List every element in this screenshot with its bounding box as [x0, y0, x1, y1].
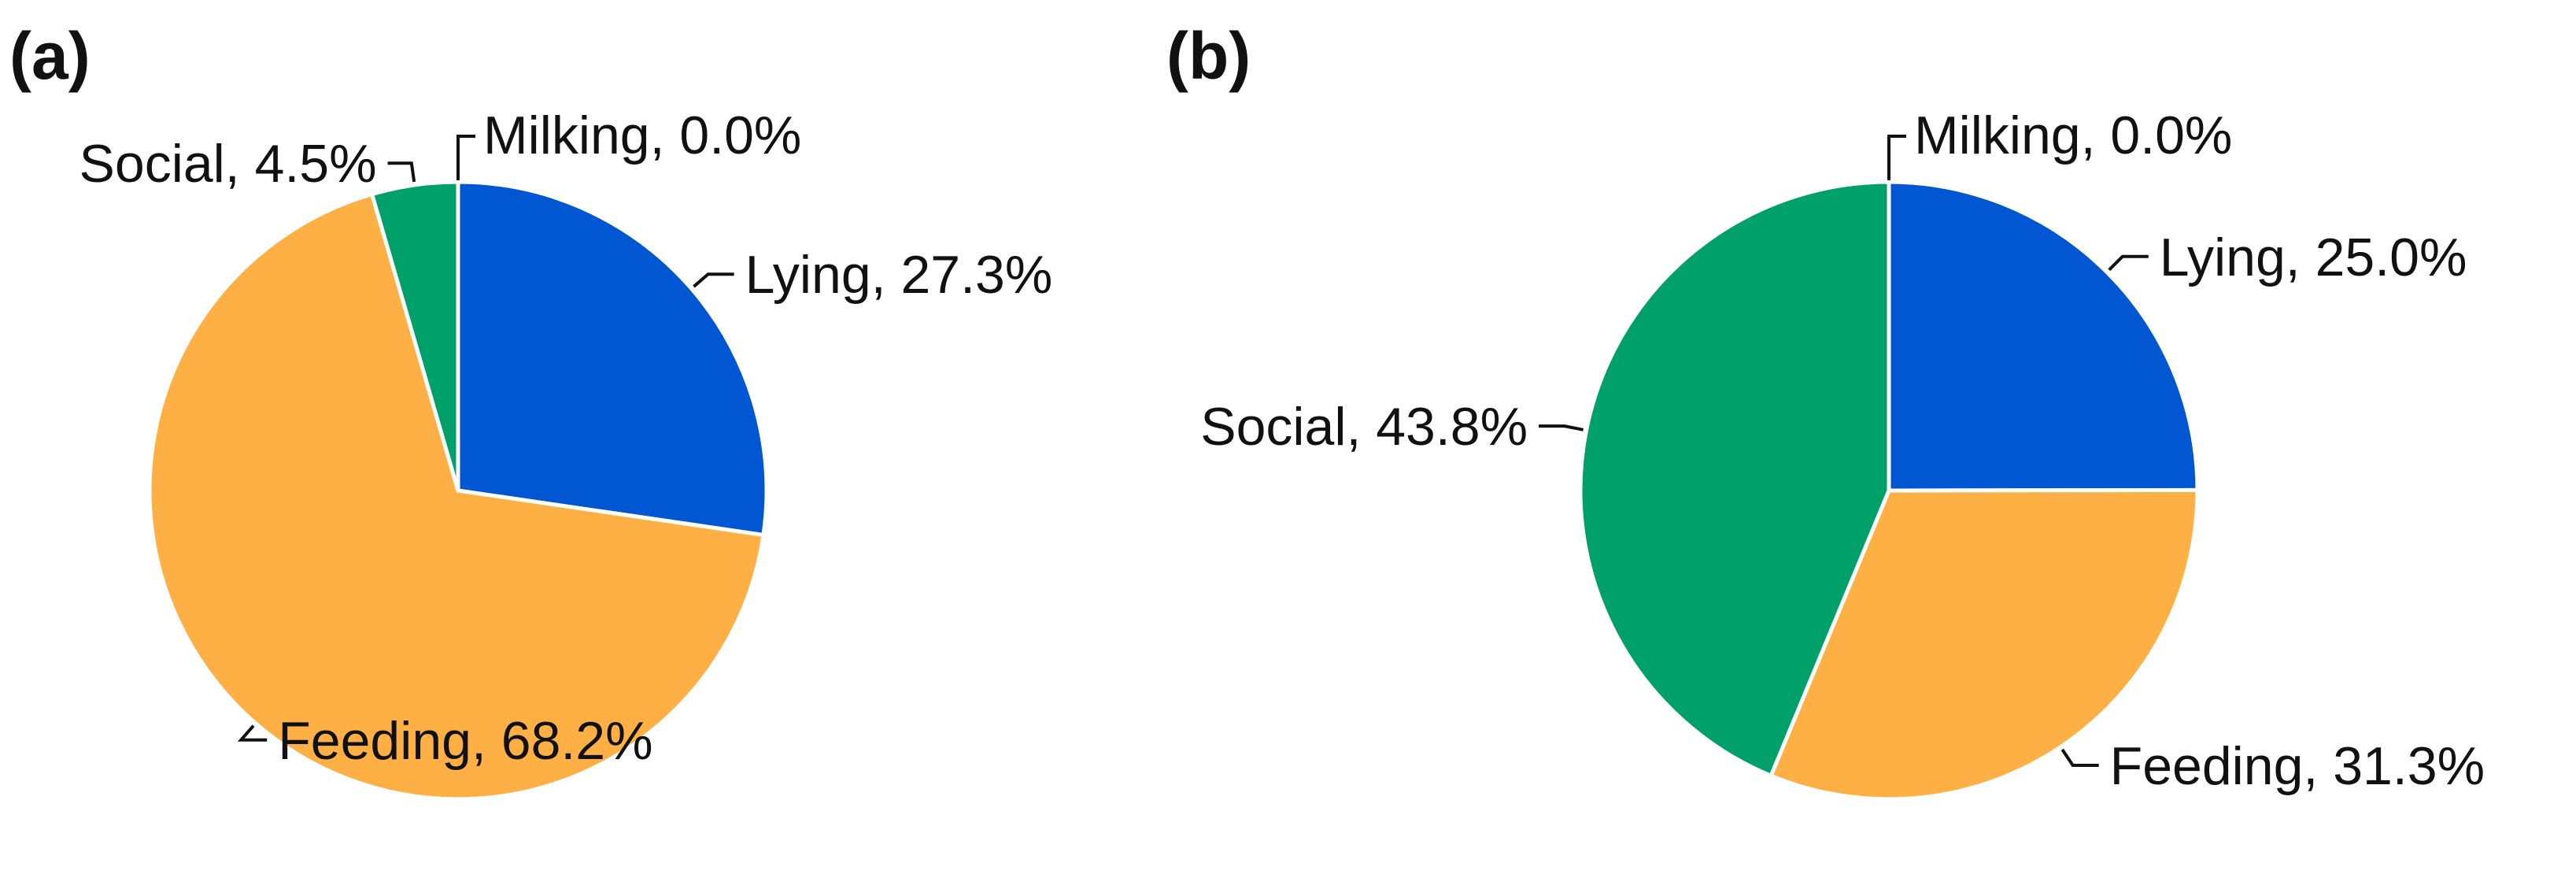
slice-label-social: Social, 43.8%: [1200, 397, 1528, 457]
slice-label-lying: Lying, 27.3%: [745, 245, 1053, 305]
slice-category: Milking: [1914, 106, 2081, 165]
leader-line-milking: [456, 135, 475, 180]
slice-percent: 4.5%: [255, 134, 377, 194]
slice-category: Feeding: [2110, 736, 2304, 796]
slice-separator: ,: [871, 245, 901, 305]
slice-label-feeding: Feeding, 68.2%: [278, 711, 652, 771]
slice-category: Feeding: [278, 711, 471, 771]
leader-line-social: [1539, 424, 1584, 431]
panel-label: (b): [1166, 19, 1251, 93]
leader-line-lying: [693, 272, 734, 288]
leader-line-feeding: [237, 724, 268, 742]
slice-separator: ,: [2286, 228, 2315, 287]
leader-line-social: [387, 161, 416, 183]
slice-percent: 68.2%: [501, 711, 653, 771]
slice-label-social: Social, 4.5%: [79, 134, 377, 194]
slice-separator: ,: [2081, 106, 2111, 165]
slice-percent: 27.3%: [900, 245, 1052, 305]
pie-slice-social: [370, 180, 460, 493]
slice-category: Social: [1200, 397, 1346, 457]
slice-percent: 25.0%: [2315, 228, 2467, 287]
pie-slice-lying: [456, 180, 769, 537]
slice-separator: ,: [225, 134, 255, 194]
slice-label-feeding: Feeding, 31.3%: [2110, 736, 2485, 796]
pie-slice-lying: [1887, 180, 2200, 493]
slice-separator: ,: [2303, 736, 2333, 796]
leader-line-feeding: [2060, 748, 2099, 767]
pie-slice-feeding: [147, 192, 766, 802]
slice-category: Milking: [483, 106, 650, 165]
leader-line-milking: [1887, 135, 1906, 180]
slice-category: Social: [79, 134, 225, 194]
slice-label-lying: Lying, 25.0%: [2160, 228, 2467, 287]
slice-label-milking: Milking, 0.0%: [483, 106, 801, 165]
slice-separator: ,: [471, 711, 501, 771]
slice-category: Lying: [2160, 228, 2286, 287]
slice-separator: ,: [650, 106, 680, 165]
slice-separator: ,: [1346, 397, 1376, 457]
slice-percent: 43.8%: [1376, 397, 1528, 457]
slice-percent: 0.0%: [2110, 106, 2232, 165]
panel-label: (a): [9, 19, 91, 93]
pie-slice-social: [1578, 180, 1891, 778]
pie-panel-a: (a) Lying, 27.3% Feeding, 68.2% Social, 4.5…: [9, 19, 1053, 802]
slice-category: Lying: [745, 245, 871, 305]
slice-percent: 0.0%: [679, 106, 801, 165]
pie-panel-b: (b) Lying, 25.0% Feeding, 31.3% Social, 43.…: [1166, 19, 2485, 802]
slice-label-milking: Milking, 0.0%: [1914, 106, 2232, 165]
slice-percent: 31.3%: [2333, 736, 2485, 796]
leader-line-lying: [2108, 254, 2149, 272]
pie-slice-feeding: [1768, 487, 2200, 802]
